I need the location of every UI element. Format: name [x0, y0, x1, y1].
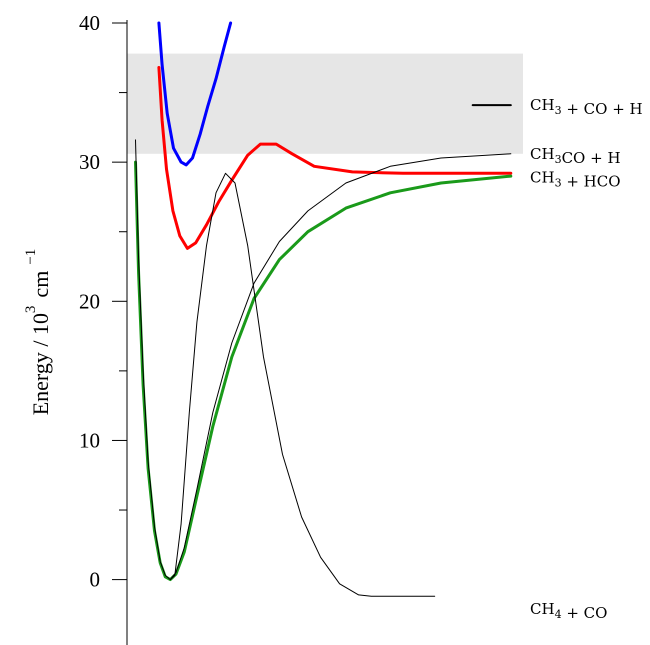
annotation-ch3coh: CH3 + CO + H [530, 96, 643, 118]
y-tick-label: 20 [79, 289, 100, 313]
annotation-text: CH [530, 600, 555, 618]
annotation-subscript: 3 [555, 153, 562, 166]
shaded-band [127, 53, 523, 154]
annotation-text: + CO + H [562, 100, 643, 118]
annotation-text: + HCO [562, 172, 621, 190]
annotation-text: CH [530, 168, 555, 186]
series-black-thin-1 [135, 139, 436, 597]
annotation-subscript: 3 [555, 104, 562, 117]
annotation-ch3hco: CH3 + HCO [530, 168, 621, 190]
series-blue [157, 21, 233, 167]
y-ticks: 0 10 20 30 40 [79, 11, 127, 592]
series-layer [134, 21, 513, 597]
annotation-text: + CO [562, 604, 608, 622]
annotation-ch3co: CH3CO + H [530, 145, 621, 167]
y-tick-label: 10 [79, 428, 100, 452]
y-axis-label-prefix: Energy / 10 [28, 313, 53, 415]
annotation-subscript: 3 [555, 176, 562, 189]
y-axis-label-sup1: 3 [23, 306, 39, 314]
y-axis-label-sup2: −1 [23, 249, 39, 265]
y-tick-label: 30 [79, 150, 100, 174]
annotation-text: CH [530, 96, 555, 114]
y-axis-label-unit: cm [28, 271, 53, 298]
annotation-ch4co: CH4 + CO [530, 600, 607, 622]
series-black-thin-2 [169, 153, 512, 581]
annotation-subscript: 4 [555, 608, 562, 621]
series-green [134, 160, 513, 582]
y-axis-label: Energy / 103 cm −1 [23, 249, 53, 416]
annotation-text: CO + H [562, 149, 621, 167]
y-tick-label: 40 [79, 11, 100, 35]
annotation-text: CH [530, 145, 555, 163]
y-tick-label: 0 [90, 568, 101, 592]
